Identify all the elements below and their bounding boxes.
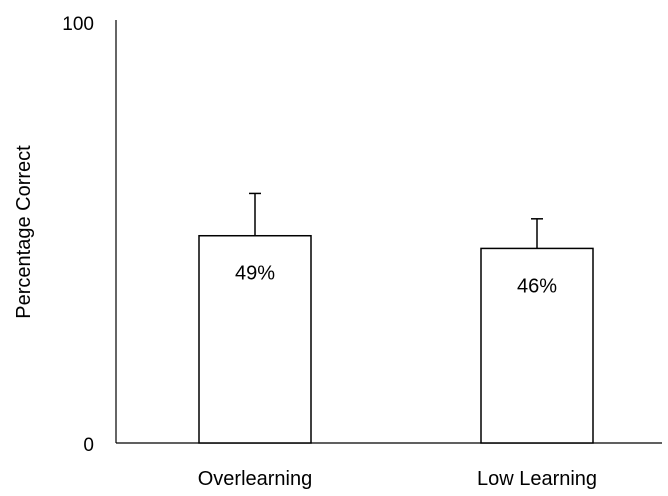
y-tick-label-min: 0 [83, 435, 94, 456]
data-label-2: 46% [517, 275, 557, 297]
bar-2 [480, 247, 594, 444]
category-label-2: Low Learning [477, 468, 597, 490]
bars-group: 49% Overlearning 46% Low Learning [198, 192, 597, 490]
data-label-1: 49% [235, 263, 275, 285]
y-tick-label-max: 100 [62, 14, 94, 35]
y-axis-title: Percentage Correct [13, 145, 35, 319]
category-label-1: Overlearning [198, 468, 313, 490]
bar-1 [198, 234, 312, 444]
